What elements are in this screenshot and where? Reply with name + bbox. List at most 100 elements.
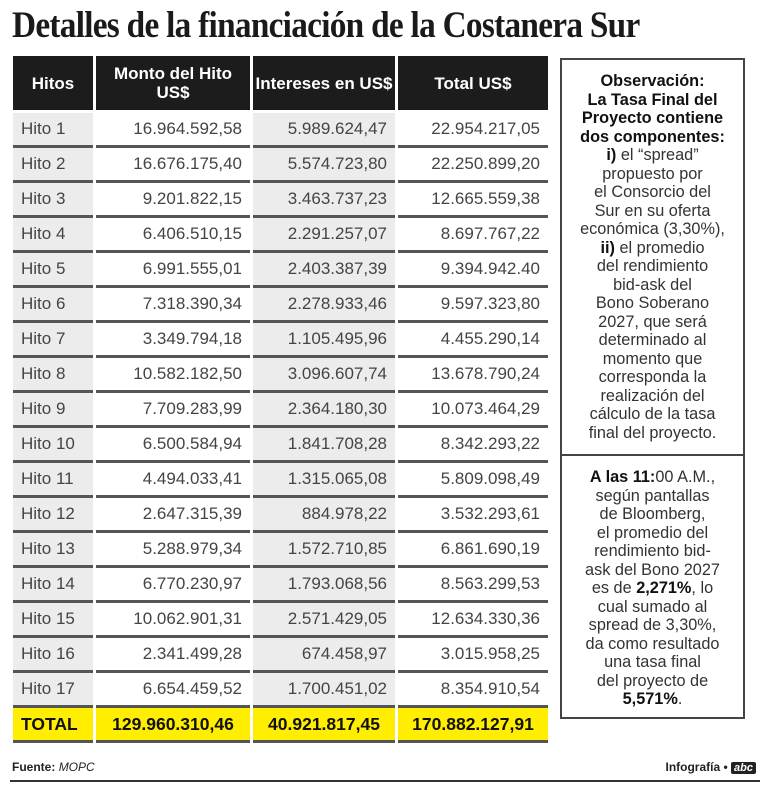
- text: , lo: [691, 579, 714, 597]
- milestone-cell: Hito 3: [13, 183, 93, 218]
- total-cell: 5.809.098,49: [398, 463, 548, 498]
- text: spread de 3,30%,: [588, 616, 717, 634]
- milestone-cell: Hito 11: [13, 463, 93, 498]
- milestone-cell: Hito 16: [13, 638, 93, 673]
- interest-cell: 1.315.065,08: [253, 463, 395, 498]
- text-line: da como resultado: [562, 635, 743, 654]
- text: .: [677, 690, 683, 708]
- table-row: Hito 9 7.709.283,99 2.364.180,30 10.073.464…: [13, 393, 548, 428]
- table-row: Hito 17 6.654.459,52 1.700.451,02 8.354.910…: [13, 673, 548, 708]
- text: momento que: [602, 349, 703, 368]
- text: económica (3,30%),: [580, 220, 725, 238]
- text-line: del proyecto de: [562, 672, 743, 691]
- table-row: Hito 4 6.406.510,15 2.291.257,07 8.697.767,…: [13, 218, 548, 253]
- bottom-divider: [10, 780, 760, 782]
- page-title: Detalles de la financiación de la Costan…: [12, 5, 640, 46]
- side-panel: Observación: La Tasa Final del Proyecto co…: [560, 58, 745, 719]
- bold-text: i): [606, 146, 617, 164]
- milestone-cell: Hito 17: [13, 673, 93, 708]
- amount-cell: 16.676.175,40: [96, 148, 250, 183]
- total-cell: 8.354.910,54: [398, 673, 548, 708]
- text: determinado al: [598, 331, 707, 349]
- text-line: 2027, que será: [562, 313, 743, 332]
- amount-cell: 5.288.979,34: [96, 533, 250, 568]
- bold-text: dos componentes:: [580, 127, 725, 146]
- credit-label: Infografía •: [665, 760, 728, 774]
- text-line: Bono Soberano: [562, 294, 743, 313]
- text: realización del: [600, 386, 705, 405]
- total-cell: 4.455.290,14: [398, 323, 548, 358]
- total-cell: 9.394.942.40: [398, 253, 548, 288]
- milestone-cell: Hito 12: [13, 498, 93, 533]
- text-line: ii) el promedio: [562, 239, 743, 258]
- text-line: determinado al: [562, 331, 743, 350]
- table-row: Hito 15 10.062.901,31 2.571.429,05 12.634.3…: [13, 603, 548, 638]
- text-line: spread de 3,30%,: [562, 616, 743, 635]
- text: corresponda la: [598, 368, 707, 386]
- text-line: según pantallas: [562, 487, 743, 506]
- column-header: Monto del Hito US$: [96, 56, 250, 113]
- source-credit: Fuente: MOPC: [12, 760, 95, 774]
- total-cell: 8.697.767,22: [398, 218, 548, 253]
- column-header: Hitos: [13, 56, 93, 113]
- total-row: TOTAL 129.960.310,46 40.921.817,45 170.882.…: [13, 708, 548, 743]
- interest-cell: 3.463.737,23: [253, 183, 395, 218]
- interest-cell: 1.793.068,56: [253, 568, 395, 603]
- milestone-cell: Hito 5: [13, 253, 93, 288]
- observation-box: Observación: La Tasa Final del Proyecto co…: [562, 60, 743, 456]
- text: según pantallas: [595, 486, 710, 505]
- interest-cell: 1.105.495,96: [253, 323, 395, 358]
- interest-cell: 2.403.387,39: [253, 253, 395, 288]
- text-line: A las 11:00 A.M.,: [562, 468, 743, 487]
- table-row: Hito 5 6.991.555,01 2.403.387,39 9.394.942.…: [13, 253, 548, 288]
- bold-text: Proyecto contiene: [581, 109, 724, 127]
- table-row: Hito 6 7.318.390,34 2.278.933,46 9.597.323,…: [13, 288, 548, 323]
- total-cell: 170.882.127,91: [398, 708, 548, 743]
- total-cell: 40.921.817,45: [253, 708, 395, 743]
- text-line: económica (3,30%),: [562, 220, 743, 239]
- amount-cell: 6.654.459,52: [96, 673, 250, 708]
- table-row: Hito 16 2.341.499,28 674.458,97 3.015.958,2…: [13, 638, 548, 673]
- interest-cell: 1.841.708,28: [253, 428, 395, 463]
- text-line: realización del: [562, 387, 743, 406]
- amount-cell: 10.062.901,31: [96, 603, 250, 638]
- text: 00 A.M.,: [655, 468, 716, 486]
- text: de Bloomberg,: [599, 505, 706, 523]
- text: cálculo de la tasa: [589, 405, 716, 423]
- infographic-credit: Infografía • abc: [665, 760, 756, 774]
- milestone-cell: Hito 8: [13, 358, 93, 393]
- bold-text: La Tasa Final del: [587, 90, 718, 109]
- amount-cell: 6.500.584,94: [96, 428, 250, 463]
- interest-cell: 2.571.429,05: [253, 603, 395, 638]
- total-cell: 9.597.323,80: [398, 288, 548, 323]
- bold-text: ii): [600, 238, 615, 257]
- table-row: Hito 14 6.770.230,97 1.793.068,56 8.563.299…: [13, 568, 548, 603]
- total-cell: TOTAL: [13, 708, 93, 743]
- total-cell: 8.342.293,22: [398, 428, 548, 463]
- total-cell: 6.861.690,19: [398, 533, 548, 568]
- bloomberg-note-box: A las 11:00 A.M., según pantallas de Bloom…: [562, 456, 743, 709]
- milestone-cell: Hito 14: [13, 568, 93, 603]
- milestone-cell: Hito 7: [13, 323, 93, 358]
- total-cell: 12.665.559,38: [398, 183, 548, 218]
- text-line: dos componentes:: [562, 128, 743, 147]
- text-line: Proyecto contiene: [562, 109, 743, 128]
- text: cual sumado al: [597, 597, 708, 616]
- milestone-cell: Hito 15: [13, 603, 93, 638]
- table-row: Hito 10 6.500.584,94 1.841.708,28 8.342.293…: [13, 428, 548, 463]
- amount-cell: 3.349.794,18: [96, 323, 250, 358]
- amount-cell: 2.647.315,39: [96, 498, 250, 533]
- text: el promedio: [614, 238, 705, 257]
- text: el Consorcio del: [594, 183, 711, 201]
- amount-cell: 4.494.033,41: [96, 463, 250, 498]
- interest-cell: 3.096.607,74: [253, 358, 395, 393]
- text-line: bid-ask del: [562, 276, 743, 295]
- text-line: corresponda la: [562, 368, 743, 387]
- text: una tasa final: [604, 653, 701, 671]
- amount-cell: 16.964.592,58: [96, 113, 250, 148]
- interest-cell: 884.978,22: [253, 498, 395, 533]
- text-line: una tasa final: [562, 653, 743, 672]
- text-line: ask del Bono 2027: [562, 561, 743, 580]
- text: del rendimiento: [596, 257, 709, 275]
- text-line: 5,571%.: [562, 690, 743, 709]
